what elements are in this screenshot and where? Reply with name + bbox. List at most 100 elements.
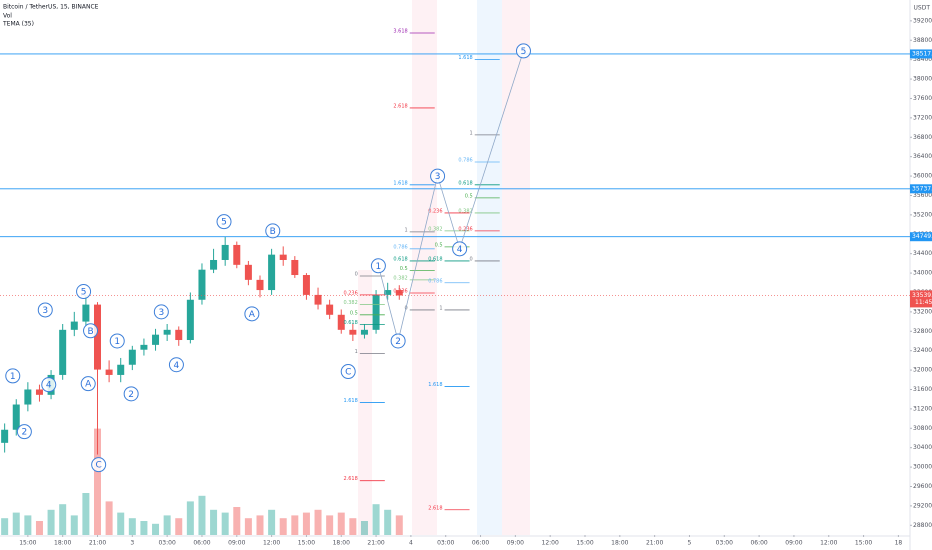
fib-label: 0.236 xyxy=(393,288,407,294)
x-tick-label: 09:00 xyxy=(785,540,802,547)
volume-bar xyxy=(210,509,218,535)
volume-bar xyxy=(186,501,194,535)
candle-body xyxy=(244,264,252,280)
countdown-label: 11:45 xyxy=(915,299,932,306)
volume-bar xyxy=(12,512,20,535)
wave-label: 5 xyxy=(81,288,87,298)
volume-bar xyxy=(198,495,206,535)
y-tick-label: 29600.00 xyxy=(913,483,932,490)
fib-label: 1 xyxy=(470,130,473,136)
wave-label: 3 xyxy=(158,308,164,318)
fib-label: 3.618 xyxy=(393,28,407,34)
fib-label: 0.618 xyxy=(343,320,357,326)
currency-label: USDT xyxy=(914,5,931,12)
wave-marker xyxy=(370,258,386,274)
time-zone xyxy=(412,0,437,535)
candle-body xyxy=(163,329,171,335)
candle-body xyxy=(349,329,357,335)
wave-label: A xyxy=(249,310,256,320)
volume-bar xyxy=(82,493,90,535)
candle-body xyxy=(59,329,67,375)
fib-label: 0 xyxy=(470,256,473,262)
fib-label: 0.236 xyxy=(428,208,442,214)
indicator-label: TEMA (35) xyxy=(2,21,34,28)
wave-marker xyxy=(452,241,468,257)
wave-label: 4 xyxy=(174,361,180,371)
y-tick-label: 33200.00 xyxy=(913,308,932,315)
indicator-label: Vol xyxy=(3,13,12,20)
candle-body xyxy=(279,254,287,260)
volume-bar xyxy=(152,523,160,535)
y-tick-label: 37600.00 xyxy=(913,95,932,102)
wave-label: C xyxy=(96,461,102,471)
fib-label: 0.5 xyxy=(465,193,473,199)
last-price-tag xyxy=(910,290,932,308)
volume-bar xyxy=(175,518,183,535)
y-tick-label: 28800.00 xyxy=(913,522,932,529)
fib-label: 0.382 xyxy=(458,208,472,214)
y-tick-label: 38400.00 xyxy=(913,56,932,63)
candle-body xyxy=(372,294,380,330)
fib-label: 0.5 xyxy=(435,242,443,248)
wave-label: 2 xyxy=(22,428,28,438)
y-tick-label: 32800.00 xyxy=(913,328,932,335)
volume-bar xyxy=(233,507,241,535)
fib-label: 0.5 xyxy=(400,266,408,272)
x-tick-label: 03:00 xyxy=(437,540,454,547)
x-tick-label: 18:00 xyxy=(54,540,71,547)
y-tick-label: 37200.00 xyxy=(913,114,932,121)
candle-body xyxy=(35,389,43,395)
wave-marker xyxy=(37,302,53,318)
volume-bar xyxy=(221,512,229,535)
price-tag-label: 38517.82 xyxy=(912,50,932,57)
candle-body xyxy=(82,304,90,322)
wave-label: A xyxy=(85,380,92,390)
fib-label: 0.786 xyxy=(458,158,472,164)
fib-label: 1 xyxy=(439,305,442,311)
wave-marker xyxy=(265,223,281,239)
fib-label: 2.618 xyxy=(343,476,357,482)
candle-body xyxy=(12,404,20,430)
y-tick-label: 38800.00 xyxy=(913,37,932,44)
x-tick-label: 4 xyxy=(409,540,413,547)
volume-bar xyxy=(117,512,125,535)
y-tick-label: 36400.00 xyxy=(913,153,932,160)
x-tick-label: 18 xyxy=(895,540,903,547)
x-tick-label: 03:00 xyxy=(158,540,175,547)
fib-label: 1.618 xyxy=(393,180,407,186)
candle-body xyxy=(326,304,334,315)
fib-label: 0.382 xyxy=(393,275,407,281)
volume-bar xyxy=(59,504,67,535)
volume-bar xyxy=(105,501,113,535)
fib-label: 1 xyxy=(405,227,408,233)
fib-label: 0.5 xyxy=(350,310,358,316)
y-tick-label: 30800.00 xyxy=(913,425,932,432)
volume-bar xyxy=(302,512,310,535)
candle-body xyxy=(117,364,125,375)
wave-label: 1 xyxy=(10,372,16,382)
wave-marker xyxy=(390,333,406,349)
x-tick-label: 12:00 xyxy=(542,540,559,547)
fib-label: 0.786 xyxy=(428,278,442,284)
volume-bar xyxy=(384,509,392,535)
y-tick-label: 34400.00 xyxy=(913,250,932,257)
candle-body xyxy=(186,299,194,341)
wave-marker xyxy=(153,304,169,320)
candle-body xyxy=(314,294,322,305)
wave-label: 2 xyxy=(395,337,401,347)
y-tick-label: 36000.00 xyxy=(913,173,932,180)
wave-label: B xyxy=(270,227,276,237)
symbol-title: Bitcoin / TetherUS, 15, BINANCE xyxy=(3,4,99,11)
wave-marker xyxy=(216,214,232,230)
candle-body xyxy=(233,244,241,265)
wave-label: 5 xyxy=(221,218,227,228)
y-tick-label: 38000.00 xyxy=(913,76,932,83)
x-tick-label: 06:00 xyxy=(472,540,489,547)
candle-body xyxy=(360,329,368,335)
x-tick-label: 18:00 xyxy=(333,540,350,547)
wave-marker xyxy=(76,284,92,300)
candle-body xyxy=(221,244,229,260)
fib-label: 0.618 xyxy=(458,180,472,186)
volume-bar xyxy=(94,428,101,535)
